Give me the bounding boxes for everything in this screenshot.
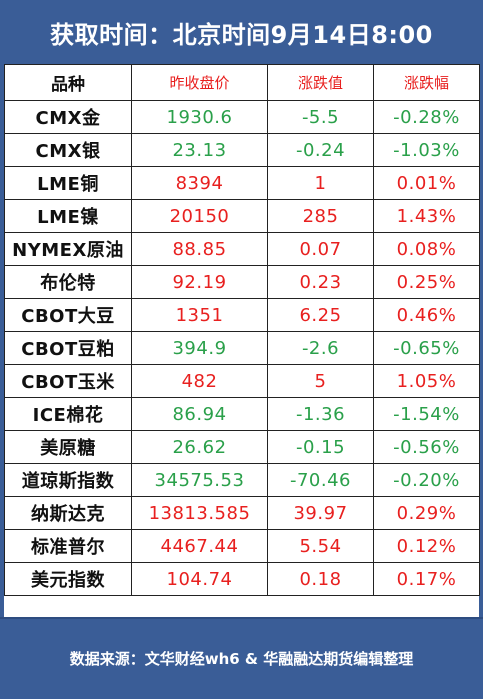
prev-close-cell: 1930.6 [131, 100, 268, 134]
table-row: 美元指数 104.74 0.18 0.17% [4, 562, 480, 596]
table-row: 道琼斯指数 34575.53 -70.46 -0.20% [4, 463, 480, 497]
change-cell: 285 [267, 199, 374, 233]
change-cell: -2.6 [267, 331, 374, 365]
table-row: CMX银 23.13 -0.24 -1.03% [4, 133, 480, 167]
product-name-cell: LME铜 [4, 166, 132, 200]
change-pct-cell: 1.05% [373, 364, 480, 398]
footer-divider [0, 617, 483, 619]
table-row: ICE棉花 86.94 -1.36 -1.54% [4, 397, 480, 431]
prev-close-cell: 104.74 [131, 562, 268, 596]
prev-close-cell: 23.13 [131, 133, 268, 167]
column-header-product: 品种 [4, 64, 132, 101]
product-name-cell: NYMEX原油 [4, 232, 132, 266]
change-pct-cell: 0.17% [373, 562, 480, 596]
table-row: CMX金 1930.6 -5.5 -0.28% [4, 100, 480, 134]
prev-close-cell: 4467.44 [131, 529, 268, 563]
prev-close-cell: 92.19 [131, 265, 268, 299]
change-cell: 1 [267, 166, 374, 200]
table-row: 标准普尔 4467.44 5.54 0.12% [4, 529, 480, 563]
prev-close-cell: 394.9 [131, 331, 268, 365]
change-cell: -70.46 [267, 463, 374, 497]
product-name-cell: LME镍 [4, 199, 132, 233]
prev-close-cell: 88.85 [131, 232, 268, 266]
product-name-cell: 道琼斯指数 [4, 463, 132, 497]
change-cell: -5.5 [267, 100, 374, 134]
product-name-cell: CBOT玉米 [4, 364, 132, 398]
table-row: CBOT玉米 482 5 1.05% [4, 364, 480, 398]
change-cell: -0.24 [267, 133, 374, 167]
change-pct-cell: 0.08% [373, 232, 480, 266]
table-row: LME镍 20150 285 1.43% [4, 199, 480, 233]
product-name-cell: 纳斯达克 [4, 496, 132, 530]
table-row: 纳斯达克 13813.585 39.97 0.29% [4, 496, 480, 530]
change-cell: 6.25 [267, 298, 374, 332]
product-name-cell: CBOT豆粕 [4, 331, 132, 365]
product-name-cell: CBOT大豆 [4, 298, 132, 332]
prev-close-cell: 20150 [131, 199, 268, 233]
change-cell: 39.97 [267, 496, 374, 530]
prev-close-cell: 13813.585 [131, 496, 268, 530]
product-name-cell: 标准普尔 [4, 529, 132, 563]
product-name-cell: 布伦特 [4, 265, 132, 299]
change-pct-cell: -0.20% [373, 463, 480, 497]
change-pct-cell: -1.54% [373, 397, 480, 431]
change-pct-cell: 1.43% [373, 199, 480, 233]
change-cell: -0.15 [267, 430, 374, 464]
prev-close-cell: 482 [131, 364, 268, 398]
change-cell: 0.23 [267, 265, 374, 299]
table-row: CBOT豆粕 394.9 -2.6 -0.65% [4, 331, 480, 365]
change-cell: 0.07 [267, 232, 374, 266]
prev-close-cell: 26.62 [131, 430, 268, 464]
product-name-cell: 美原糖 [4, 430, 132, 464]
quotes-table: 品种 昨收盘价 涨跌值 涨跌幅 CMX金 1930.6 -5.5 -0.28% CMX银… [4, 64, 480, 596]
table-row: 布伦特 92.19 0.23 0.25% [4, 265, 480, 299]
column-header-prev-close: 昨收盘价 [131, 64, 268, 101]
change-pct-cell: -0.56% [373, 430, 480, 464]
table-row: CBOT大豆 1351 6.25 0.46% [4, 298, 480, 332]
prev-close-cell: 8394 [131, 166, 268, 200]
change-pct-cell: -0.65% [373, 331, 480, 365]
change-cell: 0.18 [267, 562, 374, 596]
table-row: NYMEX原油 88.85 0.07 0.08% [4, 232, 480, 266]
column-header-change-pct: 涨跌幅 [373, 64, 480, 101]
change-cell: 5.54 [267, 529, 374, 563]
table-row: LME铜 8394 1 0.01% [4, 166, 480, 200]
change-pct-cell: 0.25% [373, 265, 480, 299]
product-name-cell: 美元指数 [4, 562, 132, 596]
prev-close-cell: 86.94 [131, 397, 268, 431]
column-header-change: 涨跌值 [267, 64, 374, 101]
table-body: CMX金 1930.6 -5.5 -0.28% CMX银 23.13 -0.24 -1.03%… [4, 100, 480, 596]
page-title: 获取时间：北京时间9月14日8:00 [50, 20, 433, 49]
change-cell: 5 [267, 364, 374, 398]
prev-close-cell: 1351 [131, 298, 268, 332]
prev-close-cell: 34575.53 [131, 463, 268, 497]
product-name-cell: ICE棉花 [4, 397, 132, 431]
change-pct-cell: 0.12% [373, 529, 480, 563]
change-pct-cell: -0.28% [373, 100, 480, 134]
change-pct-cell: 0.46% [373, 298, 480, 332]
change-cell: -1.36 [267, 397, 374, 431]
table-row: 美原糖 26.62 -0.15 -0.56% [4, 430, 480, 464]
change-pct-cell: -1.03% [373, 133, 480, 167]
product-name-cell: CMX金 [4, 100, 132, 134]
product-name-cell: CMX银 [4, 133, 132, 167]
change-pct-cell: 0.01% [373, 166, 480, 200]
table-header-row: 品种 昨收盘价 涨跌值 涨跌幅 [4, 64, 480, 101]
change-pct-cell: 0.29% [373, 496, 480, 530]
quotes-table-container: 品种 昨收盘价 涨跌值 涨跌幅 CMX金 1930.6 -5.5 -0.28% CMX银… [4, 64, 480, 617]
footer-source: 数据来源：文华财经wh6 & 华融融达期货编辑整理 [69, 649, 414, 668]
